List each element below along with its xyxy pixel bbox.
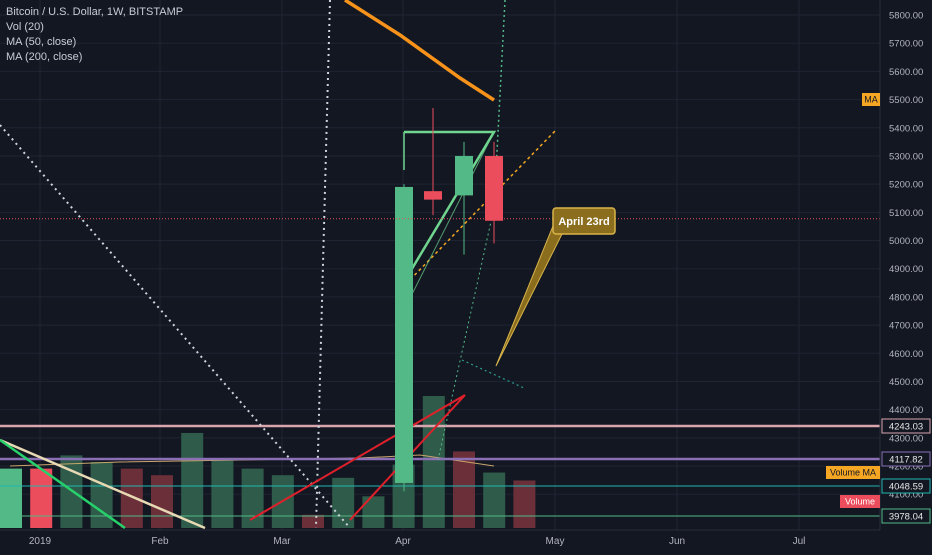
x-tick-label: Apr [395, 536, 411, 547]
vol-indicator-label[interactable]: Vol (20) [6, 21, 44, 33]
callout-text: April 23rd [558, 216, 609, 228]
y-tick-label: 4900.00 [889, 264, 923, 275]
y-tick-label: 4600.00 [889, 349, 923, 360]
candle-body[interactable] [485, 155, 503, 221]
ma50-polyline [344, 0, 495, 102]
volume-bar [120, 468, 143, 528]
legend: Bitcoin / U.S. Dollar, 1W, BITSTAMP Vol … [6, 5, 183, 65]
x-tick-label: Mar [273, 536, 291, 547]
volume-bar [30, 468, 53, 528]
y-tick-label: 4200.00 [889, 462, 923, 473]
volume-bar [181, 432, 204, 528]
volume-bar [362, 496, 385, 528]
volume-bar [483, 472, 506, 528]
y-tick-label: 5300.00 [889, 151, 923, 162]
volume-bar [453, 451, 475, 528]
level-tag [881, 451, 931, 467]
x-tick-label: 2019 [29, 536, 52, 547]
volume-bar [241, 468, 264, 528]
y-tick-label: 4100.00 [889, 490, 923, 501]
y-tick-label: 5200.00 [889, 180, 923, 191]
volume-bar [90, 462, 113, 528]
callout-box [552, 207, 616, 235]
y-tick-label: 4800.00 [889, 292, 923, 303]
ma50-line [344, 0, 495, 102]
trendline-dotted [0, 124, 351, 529]
y-tick-label: 4400.00 [889, 405, 923, 416]
candles [395, 108, 503, 492]
volume-bar [0, 468, 22, 528]
volume-bar [422, 396, 445, 528]
volume-ma-tag [826, 466, 880, 479]
x-tick-label: Jun [669, 536, 685, 547]
trendline-dotted-green [437, 207, 495, 461]
trendline-dotted-orange [401, 129, 557, 289]
trendline-red [249, 394, 466, 521]
x-tick-label: May [546, 536, 565, 547]
symbol-title[interactable]: Bitcoin / U.S. Dollar, 1W, BITSTAMP [6, 6, 184, 18]
y-tick-label: 5800.00 [889, 11, 923, 22]
x-tick-label: Feb [151, 536, 169, 547]
axis-tags: 4243.03 4117.82 4048.59 3978.04 MA Volume MA V… [826, 93, 931, 524]
ma200-indicator-label[interactable]: MA (200, close) [6, 51, 83, 63]
ma-tag-text: MA [864, 95, 878, 105]
y-axis: 5800.00 5700.00 5600.00 5500.00 5400.00 5300.… [889, 11, 923, 501]
x-tick-label: Jul [793, 536, 806, 547]
ma-tag [862, 93, 880, 106]
horizontal-levels [0, 424, 880, 517]
volume-bar [151, 475, 173, 528]
trendline-dotted [315, 0, 331, 529]
x-axis: 2019 Feb Mar Apr May Jun Jul [29, 536, 806, 547]
volume-bar [332, 477, 355, 528]
triangle-side [403, 131, 495, 311]
y-tick-label: 5400.00 [889, 123, 923, 134]
y-tick-label: 4500.00 [889, 377, 923, 388]
y-tick-label: 4700.00 [889, 321, 923, 332]
callout-annotation: April 23rd [495, 207, 616, 367]
volume-ma-tag-text: Volume MA [830, 468, 876, 478]
y-tick-label: 4300.00 [889, 433, 923, 444]
y-tick-label: 5500.00 [889, 95, 923, 106]
level-tag-text: 4243.03 [889, 422, 923, 433]
y-tick-label: 5700.00 [889, 39, 923, 50]
volume-bar [302, 514, 324, 528]
level-tag-text: 4117.82 [889, 455, 923, 466]
level-tag-text: 4048.59 [889, 482, 923, 493]
level-tag [881, 418, 931, 434]
volume-bar [211, 459, 234, 528]
volume-tag-text: Volume [845, 497, 875, 507]
candle-body[interactable] [455, 155, 473, 196]
trendline-dotted-teal [461, 359, 525, 389]
ma50-indicator-label[interactable]: MA (50, close) [6, 36, 77, 48]
y-tick-label: 5100.00 [889, 208, 923, 219]
volume-tag [840, 495, 880, 508]
level-tag-text: 3978.04 [889, 512, 923, 523]
drawings-layer [0, 0, 557, 530]
level-tag [881, 478, 931, 494]
candle-body[interactable] [424, 191, 442, 200]
candle-body[interactable] [395, 186, 413, 483]
y-tick-label: 5000.00 [889, 236, 923, 247]
vertical-grid [39, 0, 800, 530]
volume-bar [513, 480, 536, 528]
trendline-green [0, 438, 126, 530]
trendline-tan [0, 438, 206, 530]
y-tick-label: 5600.00 [889, 67, 923, 78]
level-tag [881, 508, 931, 524]
